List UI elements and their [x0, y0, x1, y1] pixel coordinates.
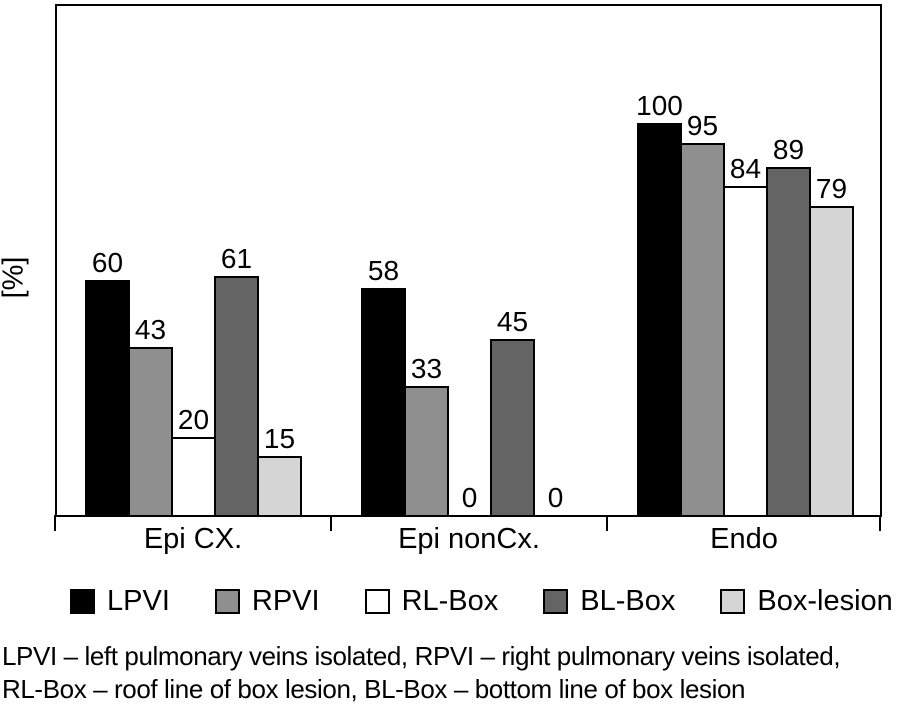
bar-value-label: 33 [410, 353, 443, 384]
bar [257, 456, 302, 515]
x-axis-label: Epi CX. [143, 523, 243, 555]
bar-slot: 45 [490, 307, 535, 515]
plot-area: 60 43 20 61 15 58 33 0 45 0 100 95 84 89 79 [55, 4, 882, 517]
y-axis-label: [%] [0, 256, 30, 299]
bar-slot: 100 [636, 90, 683, 515]
bar [404, 386, 449, 515]
bar-slot: 58 [361, 256, 406, 515]
bar-slot: 0 [533, 483, 578, 515]
legend-label: BL-Box [580, 585, 676, 617]
legend-swatch [364, 589, 390, 614]
bar-value-label: 15 [263, 423, 296, 454]
bar-value-label: 20 [177, 404, 210, 435]
bar [361, 288, 406, 515]
axis-tick [606, 515, 608, 531]
bar [214, 276, 259, 515]
bar [809, 206, 854, 515]
legend-label: LPVI [107, 585, 170, 617]
bar-value-label: 84 [729, 153, 762, 184]
bar-slot: 20 [171, 405, 216, 515]
legend-label: RPVI [251, 585, 320, 617]
legend-label: RL-Box [401, 585, 499, 617]
bar-slot: 89 [766, 135, 811, 515]
bar [128, 347, 173, 515]
bar-value-label: 0 [461, 482, 478, 513]
bar [723, 186, 768, 515]
legend-item: Box-lesion [720, 585, 893, 618]
bar-slot: 33 [404, 354, 449, 515]
bar-value-label: 79 [815, 173, 848, 204]
x-axis-label: Endo [710, 523, 778, 555]
bar-value-label: 0 [547, 482, 564, 513]
legend-swatch [214, 589, 240, 614]
caption-line-2: RL-Box – roof line of box lesion, BL-Box… [2, 674, 746, 704]
legend-item: RL-Box [364, 585, 499, 618]
bar [490, 339, 535, 515]
legend: LPVI RPVI RL-Box BL-Box Box-lesion [70, 585, 893, 618]
bar-slot: 95 [680, 111, 725, 515]
bar-value-label: 43 [134, 314, 167, 345]
bar-group: 100 95 84 89 79 [636, 90, 854, 515]
legend-item: LPVI [70, 585, 170, 618]
bar-group: 60 43 20 61 15 [85, 244, 302, 515]
legend-swatch [543, 589, 569, 614]
bar-slot: 0 [447, 483, 492, 515]
axis-tick [330, 515, 332, 531]
legend-label: Box-lesion [757, 585, 893, 617]
x-axis-label: Epi nonCx. [398, 523, 540, 555]
bar [171, 437, 216, 515]
bar-value-label: 45 [496, 306, 529, 337]
bar-slot: 60 [85, 248, 130, 515]
legend-swatch [720, 589, 746, 614]
bar [680, 143, 725, 515]
legend-swatch [70, 589, 95, 614]
bar-slot: 61 [214, 244, 259, 515]
bar-value-label: 95 [686, 110, 719, 141]
caption: LPVI – left pulmonary veins isolated, RP… [2, 640, 841, 706]
bar-slot: 79 [809, 174, 854, 515]
legend-item: BL-Box [543, 585, 675, 618]
bar [85, 280, 130, 515]
bar-slot: 43 [128, 315, 173, 515]
bar-value-label: 60 [91, 247, 124, 278]
bar [637, 123, 682, 515]
bar-value-label: 100 [636, 90, 683, 121]
axis-tick [879, 515, 881, 531]
bar-value-label: 89 [772, 134, 805, 165]
bar-slot: 15 [257, 424, 302, 515]
legend-item: RPVI [214, 585, 320, 618]
caption-line-1: LPVI – left pulmonary veins isolated, RP… [2, 641, 841, 671]
bar-slot: 84 [723, 154, 768, 515]
bar [766, 167, 811, 515]
bar-value-label: 61 [220, 243, 253, 274]
bar-group: 58 33 0 45 0 [361, 256, 578, 515]
bar-value-label: 58 [367, 255, 400, 286]
axis-tick [54, 515, 56, 531]
